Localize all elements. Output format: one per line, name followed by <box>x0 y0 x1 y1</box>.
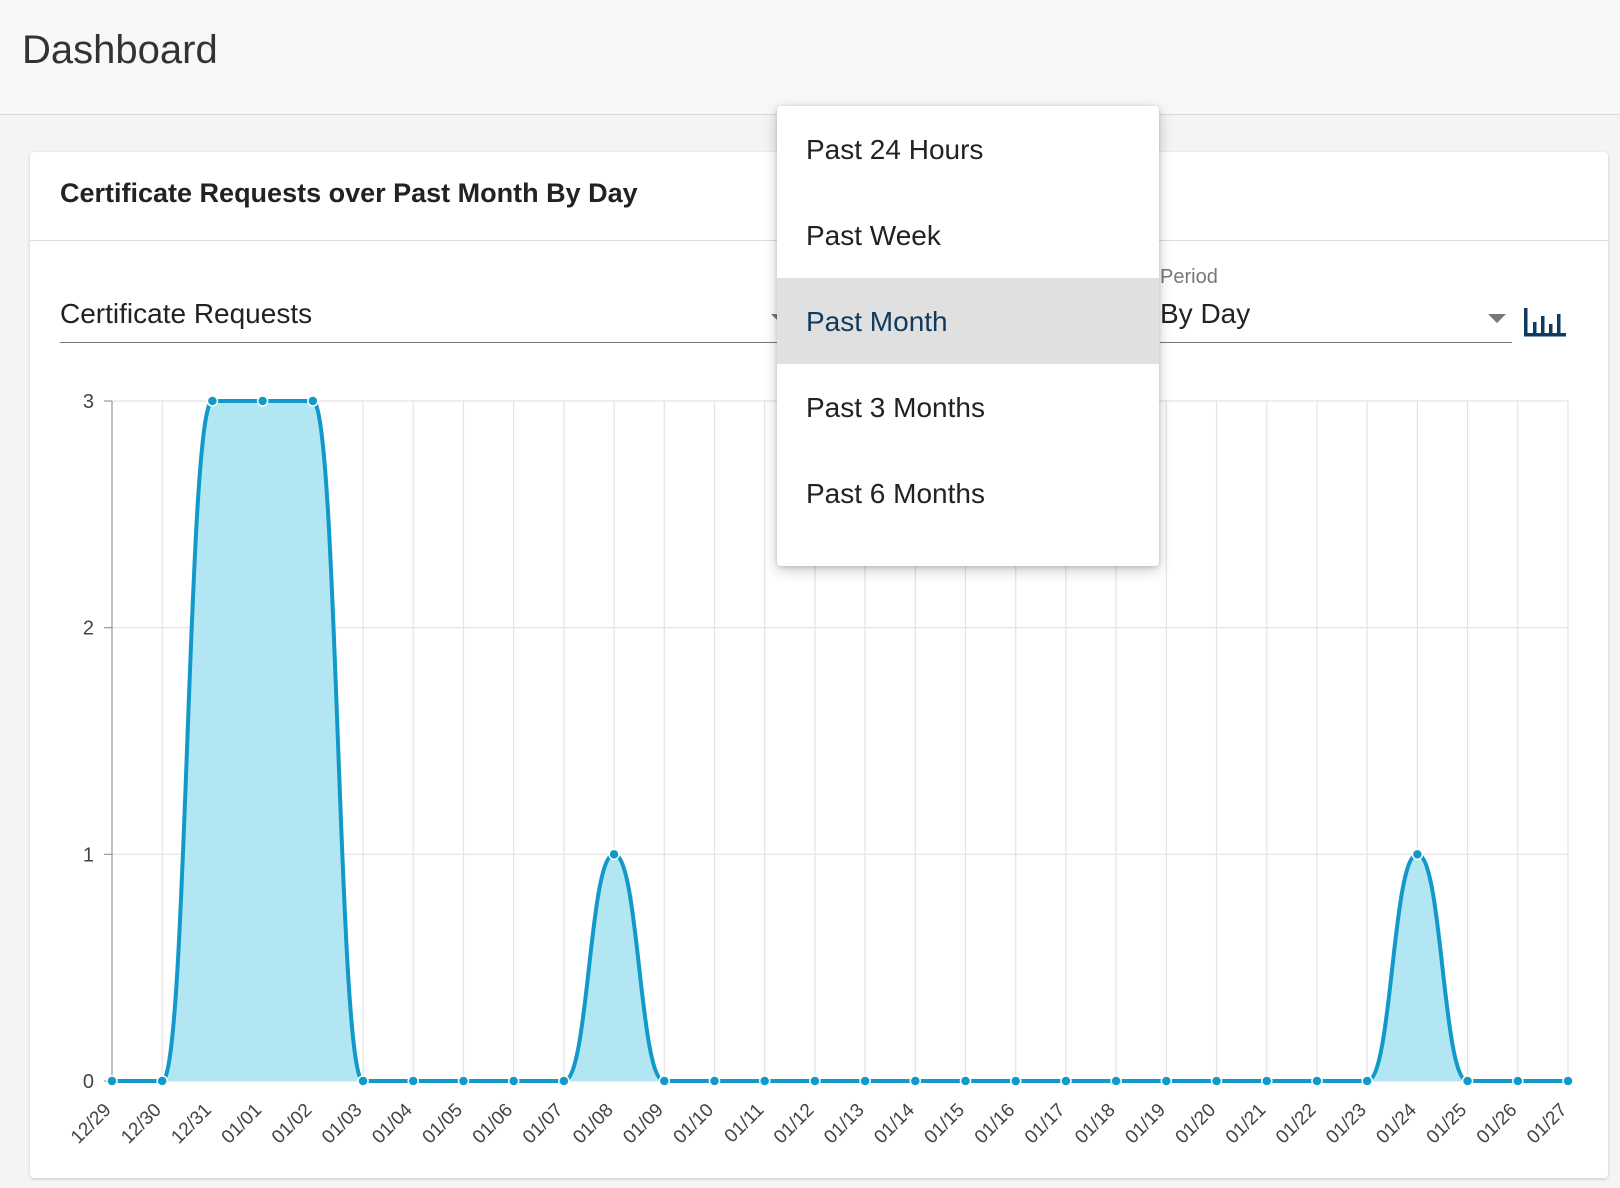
data-point <box>507 1075 520 1087</box>
data-point <box>1210 1075 1223 1087</box>
data-point <box>1009 1075 1022 1087</box>
data-point <box>1160 1075 1173 1087</box>
data-point <box>658 1075 671 1087</box>
x-tick-label: 01/27 <box>1523 1100 1571 1148</box>
x-tick-label: 12/29 <box>67 1100 115 1148</box>
data-point <box>1110 1075 1122 1087</box>
menu-item-label: Past Week <box>806 220 941 251</box>
data-point <box>1311 1075 1323 1087</box>
menu-item-past-week[interactable]: Past Week <box>777 192 1159 278</box>
period-label: Period <box>1160 266 1218 288</box>
data-point <box>307 395 319 407</box>
period-select[interactable]: By Day <box>1160 292 1512 343</box>
x-tick-label: 12/30 <box>117 1100 165 1148</box>
data-point <box>1461 1075 1474 1087</box>
data-point <box>357 1075 369 1087</box>
x-tick-label: 01/03 <box>318 1100 366 1148</box>
menu-item-past-month[interactable]: Past Month <box>777 278 1159 364</box>
top-bar: Dashboard <box>0 0 1620 115</box>
data-point <box>959 1075 972 1087</box>
data-point <box>1261 1075 1273 1087</box>
data-point <box>156 1075 168 1087</box>
x-tick-label: 01/17 <box>1021 1100 1069 1148</box>
data-point <box>1361 1075 1373 1087</box>
menu-item-label: Past 24 Hours <box>806 134 984 165</box>
y-tick-label: 1 <box>83 844 94 866</box>
x-tick-label: 01/02 <box>268 1100 316 1148</box>
chevron-down-icon <box>1488 314 1506 323</box>
card-title: Certificate Requests over Past Month By … <box>60 178 638 208</box>
data-point <box>1512 1075 1524 1087</box>
x-tick-label: 01/19 <box>1121 1100 1169 1148</box>
x-tick-label: 01/13 <box>820 1100 868 1148</box>
x-tick-label: 01/14 <box>870 1099 919 1148</box>
x-tick-label: 01/04 <box>368 1099 417 1148</box>
period-select-value: By Day <box>1160 298 1251 329</box>
data-point <box>758 1075 771 1087</box>
menu-item-past-24-hours[interactable]: Past 24 Hours <box>777 106 1159 192</box>
data-point <box>859 1075 871 1087</box>
x-tick-label: 01/26 <box>1473 1100 1521 1148</box>
data-point <box>1060 1075 1072 1087</box>
page-title: Dashboard <box>22 28 218 72</box>
data-point <box>457 1075 470 1087</box>
data-point <box>407 1075 419 1087</box>
data-point <box>1562 1075 1574 1087</box>
data-point <box>909 1075 922 1087</box>
series-area <box>112 401 1568 1081</box>
x-tick-label: 01/25 <box>1423 1100 1471 1148</box>
x-tick-label: 01/16 <box>971 1100 1019 1148</box>
menu-item-past-3-months[interactable]: Past 3 Months <box>777 364 1159 450</box>
x-tick-label: 01/08 <box>569 1100 617 1148</box>
y-tick-label: 0 <box>83 1071 94 1093</box>
data-point <box>1411 848 1424 861</box>
chart-type-button[interactable] <box>1520 302 1570 344</box>
x-tick-label: 01/22 <box>1272 1100 1320 1148</box>
data-point <box>256 395 269 407</box>
x-tick-label: 01/01 <box>218 1100 266 1148</box>
bar-chart-icon <box>1524 308 1566 337</box>
x-tick-label: 01/21 <box>1222 1100 1270 1148</box>
x-tick-label: 01/23 <box>1322 1100 1370 1148</box>
x-tick-label: 01/06 <box>469 1100 517 1148</box>
x-tick-label: 01/24 <box>1372 1099 1421 1148</box>
x-tick-label: 01/12 <box>770 1100 818 1148</box>
x-tick-label: 12/31 <box>167 1100 215 1148</box>
menu-item-label: Past Month <box>806 306 948 337</box>
data-point <box>558 1075 570 1087</box>
series-line <box>112 399 1568 1083</box>
data-point <box>106 1075 118 1087</box>
menu-item-past-6-months[interactable]: Past 6 Months <box>777 450 1159 536</box>
x-tick-label: 01/07 <box>519 1100 567 1148</box>
data-point <box>206 395 219 407</box>
x-tick-label: 01/11 <box>721 1100 768 1147</box>
period-range-dropdown: Past 24 Hours Past Week Past Month Past … <box>777 106 1159 566</box>
x-tick-label: 01/20 <box>1172 1100 1220 1148</box>
data-point <box>809 1075 821 1087</box>
data-point <box>708 1075 721 1087</box>
metric-select-value: Certificate Requests <box>60 298 313 329</box>
menu-item-label: Past 6 Months <box>806 478 985 509</box>
x-tick-label: 01/09 <box>619 1100 667 1148</box>
x-tick-label: 01/10 <box>670 1100 718 1148</box>
x-tick-label: 01/18 <box>1071 1100 1119 1148</box>
x-tick-label: 01/05 <box>419 1100 467 1148</box>
y-tick-label: 2 <box>83 618 94 640</box>
y-tick-label: 3 <box>83 391 94 413</box>
menu-item-label: Past 3 Months <box>806 392 985 423</box>
data-point <box>608 848 620 861</box>
x-tick-label: 01/15 <box>921 1100 969 1148</box>
